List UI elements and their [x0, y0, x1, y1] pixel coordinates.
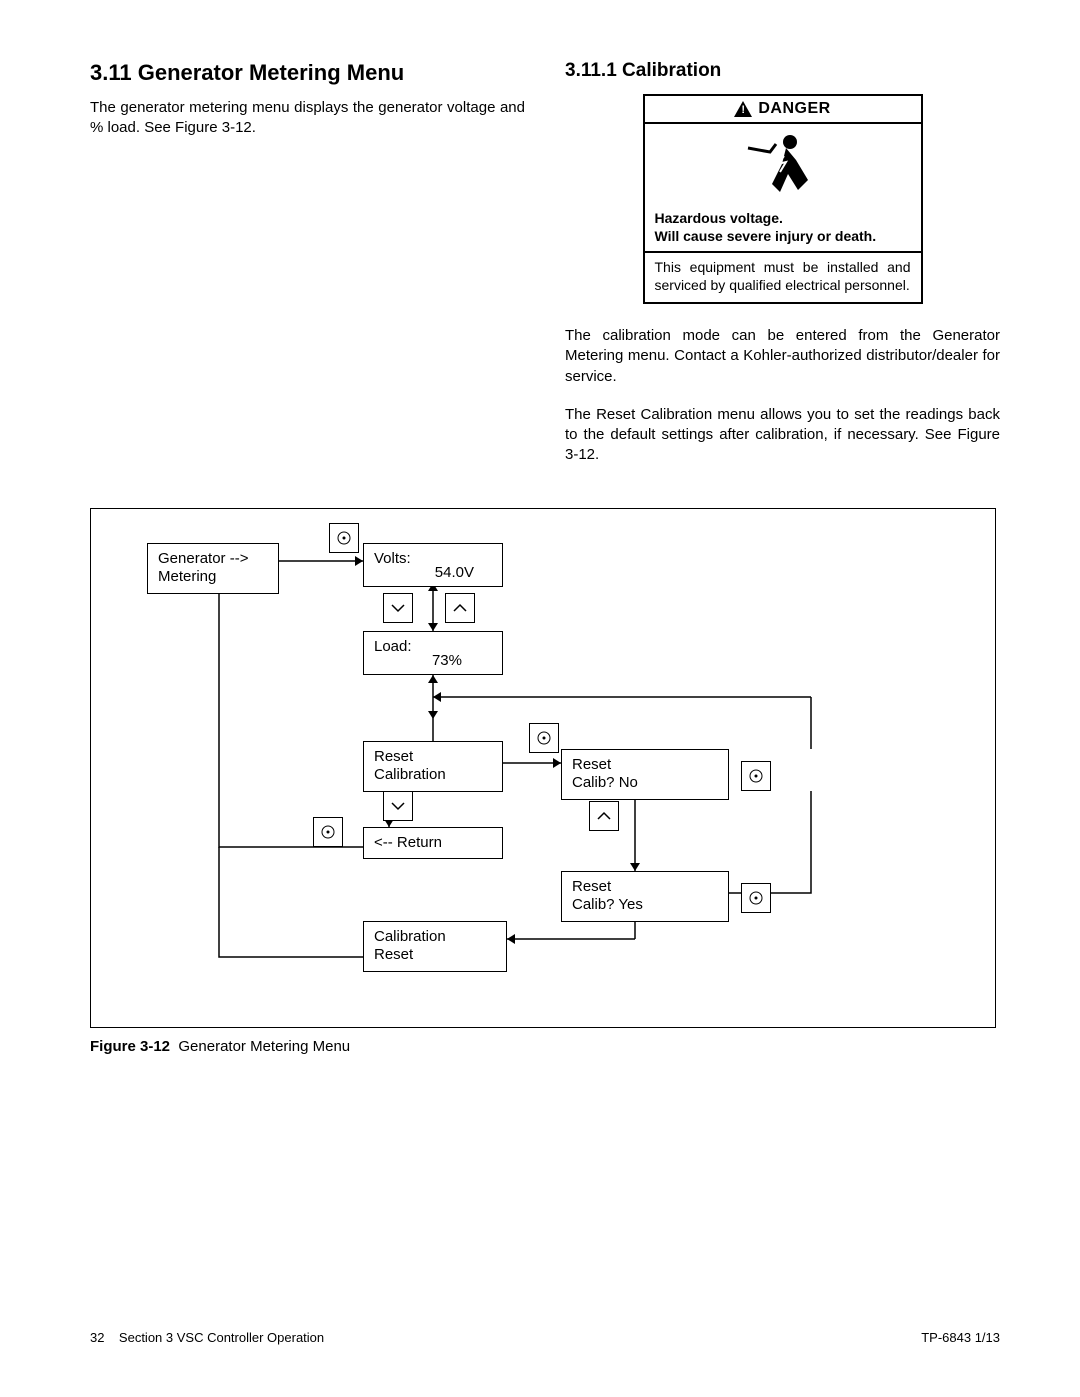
subsection-heading: 3.11.1 Calibration	[565, 60, 1000, 82]
section-intro-para: The generator metering menu displays the…	[90, 98, 525, 139]
dot-button-icon	[313, 817, 343, 847]
up-arrow-icon	[445, 593, 475, 623]
danger-pictogram	[645, 124, 921, 206]
node-reset-calibration: Reset Calibration	[363, 741, 503, 793]
node-calibration-reset: Calibration Reset	[363, 921, 507, 973]
section-heading: 3.11 Generator Metering Menu	[90, 60, 525, 86]
danger-box: DANGER Hazardous voltage. Will cause sev…	[643, 94, 923, 304]
node-return: <-- Return	[363, 827, 503, 859]
down-arrow-icon	[383, 791, 413, 821]
dot-button-icon	[529, 723, 559, 753]
up-arrow-icon	[589, 801, 619, 831]
warning-triangle-icon	[734, 101, 752, 117]
danger-label: DANGER	[758, 100, 830, 118]
dot-button-icon	[741, 883, 771, 913]
figure-caption: Figure 3-12 Generator Metering Menu	[90, 1038, 1000, 1055]
dot-button-icon	[741, 761, 771, 791]
danger-warn-line2: Will cause severe injury or death.	[655, 228, 911, 246]
node-load: Load: 73%	[363, 631, 503, 675]
calibration-para-2: The Reset Calibration menu allows you to…	[565, 405, 1000, 466]
footer-right: TP-6843 1/13	[921, 1330, 1000, 1345]
calibration-para-1: The calibration mode can be entered from…	[565, 326, 1000, 387]
node-generator-metering: Generator --> Metering	[147, 543, 279, 595]
danger-body: This equipment must be installed and ser…	[645, 253, 921, 302]
node-reset-calib-yes: Reset Calib? Yes	[561, 871, 729, 923]
dot-button-icon	[329, 523, 359, 553]
node-volts: Volts: 54.0V	[363, 543, 503, 587]
node-reset-calib-no: Reset Calib? No	[561, 749, 729, 801]
danger-warn-line1: Hazardous voltage.	[655, 210, 911, 228]
footer-left: 32 Section 3 VSC Controller Operation	[90, 1330, 324, 1345]
figure-frame: Generator --> Metering Volts: 54.0V Load…	[90, 508, 996, 1028]
down-arrow-icon	[383, 593, 413, 623]
